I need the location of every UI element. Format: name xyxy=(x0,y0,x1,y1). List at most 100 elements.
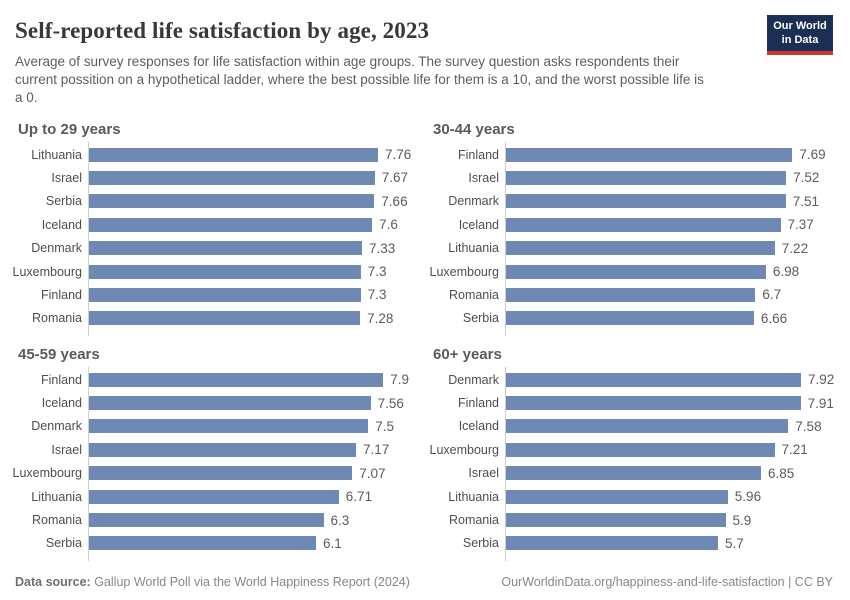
bar[interactable] xyxy=(88,372,384,387)
value-label: 7.21 xyxy=(781,442,808,458)
panel-title: 30-44 years xyxy=(433,120,515,138)
bar-row: Serbia 5.7 xyxy=(425,532,850,555)
country-label: Finland xyxy=(41,372,82,387)
bar-rows: Denmark 7.92 Finland 7.91 Iceland 7.58 Luxembo… xyxy=(425,366,850,562)
bar-row: Luxembourg 7.07 xyxy=(0,462,425,485)
country-label: Finland xyxy=(458,396,499,411)
owid-logo-line2: in Data xyxy=(781,34,819,47)
bar[interactable] xyxy=(505,489,728,504)
value-label: 7.56 xyxy=(377,395,404,411)
bar-row: Lithuania 7.22 xyxy=(425,236,850,259)
bar-row: Israel 7.67 xyxy=(0,166,425,189)
bar[interactable] xyxy=(505,287,756,302)
bar[interactable] xyxy=(88,513,324,528)
bar[interactable] xyxy=(505,311,754,326)
value-label: 7.37 xyxy=(787,217,814,233)
bar[interactable] xyxy=(88,264,361,279)
bar[interactable] xyxy=(88,536,316,551)
bar[interactable] xyxy=(88,147,378,162)
data-source-label: Data source: xyxy=(15,575,91,589)
bar-row: Finland 7.69 xyxy=(425,143,850,166)
bar-row: Lithuania 5.96 xyxy=(425,485,850,508)
country-label: Iceland xyxy=(458,217,499,232)
value-label: 7.9 xyxy=(390,372,410,388)
value-label: 7.58 xyxy=(795,418,822,434)
value-label: 7.33 xyxy=(369,240,396,256)
country-label: Luxembourg xyxy=(12,264,83,279)
value-label: 7.76 xyxy=(385,147,412,163)
bar-rows: Finland 7.9 Iceland 7.56 Denmark 7.5 Israel 7.1… xyxy=(0,366,425,562)
country-label: Lithuania xyxy=(31,147,82,162)
bar[interactable] xyxy=(88,241,362,256)
country-label: Romania xyxy=(448,513,499,528)
bar-row: Luxembourg 6.98 xyxy=(425,260,850,283)
country-label: Israel xyxy=(51,170,82,185)
bar[interactable] xyxy=(88,287,361,302)
country-label: Iceland xyxy=(41,217,82,232)
bar-row: Luxembourg 7.21 xyxy=(425,438,850,461)
bar[interactable] xyxy=(88,194,375,209)
value-label: 6.1 xyxy=(323,535,342,551)
bar[interactable] xyxy=(505,147,793,162)
owid-logo[interactable]: Our World in Data xyxy=(767,15,833,56)
bar-row: Israel 7.52 xyxy=(425,166,850,189)
bar[interactable] xyxy=(88,311,361,326)
value-label: 7.52 xyxy=(793,170,820,186)
bar[interactable] xyxy=(505,194,786,209)
value-label: 6.3 xyxy=(330,512,350,528)
bar[interactable] xyxy=(505,217,781,232)
bar[interactable] xyxy=(88,489,339,504)
country-label: Denmark xyxy=(448,372,499,387)
bar[interactable] xyxy=(505,241,775,256)
bar-row: Lithuania 7.76 xyxy=(0,143,425,166)
value-label: 7.51 xyxy=(792,193,819,209)
bar[interactable] xyxy=(88,396,371,411)
panel-up-to-29-years: Up to 29 years Lithuania 7.76 Israel 7.67 Se… xyxy=(0,121,425,337)
data-source-text: Gallup World Poll via the World Happines… xyxy=(94,575,410,589)
value-label: 7.92 xyxy=(808,372,835,388)
bar[interactable] xyxy=(505,442,775,457)
value-label: 6.7 xyxy=(762,287,782,303)
bar[interactable] xyxy=(505,372,801,387)
bar[interactable] xyxy=(88,217,373,232)
panel-60-plus-years: 60+ years Denmark 7.92 Finland 7.91 Iceland 7… xyxy=(425,345,850,562)
country-label: Finland xyxy=(41,287,82,302)
bar[interactable] xyxy=(88,466,353,481)
value-label: 7.69 xyxy=(799,147,826,163)
country-label: Denmark xyxy=(31,419,82,434)
bar-rows: Lithuania 7.76 Israel 7.67 Serbia 7.66 Iceland… xyxy=(0,141,425,337)
bar[interactable] xyxy=(88,419,369,434)
bar[interactable] xyxy=(505,419,789,434)
bar[interactable] xyxy=(88,442,356,457)
bar-row: Serbia 6.1 xyxy=(0,532,425,555)
value-label: 7.5 xyxy=(375,418,395,434)
country-label: Iceland xyxy=(41,396,82,411)
bar[interactable] xyxy=(505,396,801,411)
panel-title: 60+ years xyxy=(433,345,502,363)
value-label: 7.17 xyxy=(363,442,390,458)
value-label: 7.22 xyxy=(781,240,809,256)
country-label: Finland xyxy=(458,147,499,162)
value-label: 5.9 xyxy=(732,512,752,528)
bar-row: Romania 7.28 xyxy=(0,307,425,330)
bar-row: Serbia 7.66 xyxy=(0,190,425,213)
country-label: Serbia xyxy=(462,536,499,551)
value-label: 7.3 xyxy=(367,264,387,279)
panel-title: 45-59 years xyxy=(18,345,100,363)
country-label: Luxembourg xyxy=(429,264,500,279)
bar[interactable] xyxy=(505,513,726,528)
bar-row: Luxembourg 7.3 xyxy=(0,260,425,283)
country-label: Denmark xyxy=(448,194,499,209)
bar[interactable] xyxy=(88,170,375,185)
bar[interactable] xyxy=(505,170,787,185)
bar[interactable] xyxy=(505,264,766,279)
value-label: 5.7 xyxy=(725,535,744,551)
country-label: Luxembourg xyxy=(12,466,83,481)
chart-header: Self-reported life satisfaction by age, … xyxy=(0,0,850,107)
owid-logo-line1: Our World xyxy=(773,20,827,32)
country-label: Lithuania xyxy=(448,489,499,504)
country-label: Lithuania xyxy=(31,489,82,504)
bar[interactable] xyxy=(505,536,718,551)
bar[interactable] xyxy=(505,466,761,481)
chart-subtitle: Average of survey responses for life sat… xyxy=(15,54,704,105)
